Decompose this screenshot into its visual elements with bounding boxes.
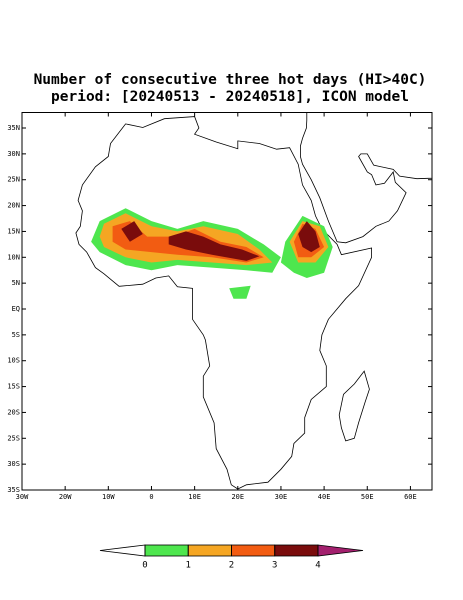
colorbar-label: 2 [229, 561, 234, 571]
colorbar: 0 1 2 3 4 [99, 544, 364, 571]
colorbar-end [317, 544, 364, 557]
y-tick-label: 25N [7, 176, 20, 184]
land [299, 112, 433, 244]
x-tick-label: 50E [361, 493, 374, 501]
y-tick-label: 25S [7, 434, 20, 442]
y-tick-label: 15S [7, 383, 20, 391]
y-tick-label: 15N [7, 227, 20, 235]
hot-area [121, 221, 143, 242]
y-tick-label: 10S [7, 357, 20, 365]
x-tick-label: 30W [16, 493, 29, 501]
y-tick-label: 5N [12, 279, 20, 287]
y-tick-label: 30N [7, 150, 20, 158]
y-tick-label: 10N [7, 253, 20, 261]
hot-area [229, 285, 251, 299]
colorbar-label: 1 [186, 561, 191, 571]
land [75, 116, 373, 490]
x-tick-label: 20E [231, 493, 244, 501]
colorbar-segment [274, 544, 319, 557]
colorbar-segment [187, 544, 232, 557]
y-tick-label: 35S [7, 486, 20, 494]
title: Number of consecutive three hot days (HI… [34, 72, 427, 88]
x-tick-label: 0 [149, 493, 153, 501]
x-tick-label: 20W [59, 493, 72, 501]
land [338, 370, 370, 442]
y-tick-label: 35N [7, 124, 20, 132]
x-tick-label: 10E [188, 493, 201, 501]
colorbar-segment [144, 544, 189, 557]
y-tick-label: 20N [7, 202, 20, 210]
colorbar-segment [231, 544, 276, 557]
y-tick-label: 30S [7, 460, 20, 468]
x-tick-label: 30E [275, 493, 288, 501]
y-tick-label: 20S [7, 408, 20, 416]
x-tick-label: 10W [102, 493, 115, 501]
colorbar-label: 4 [315, 561, 320, 571]
hot-area [168, 231, 260, 261]
y-tick-label: EQ [12, 305, 20, 313]
colorbar-end [99, 544, 146, 557]
colorbar-label: 0 [142, 561, 147, 571]
hot-area [298, 221, 320, 253]
x-tick-label: 60E [404, 493, 417, 501]
subtitle: period: [20240513 - 20240518], ICON mode… [51, 89, 409, 105]
map: 30W 20W 10W 0 10E 20E 30E 40E 50E 60E 35N 30N 25N 20N… [7, 112, 433, 501]
y-tick-label: 5S [12, 331, 20, 339]
colorbar-label: 3 [272, 561, 277, 571]
x-tick-label: 40E [318, 493, 331, 501]
map-frame [21, 112, 433, 491]
